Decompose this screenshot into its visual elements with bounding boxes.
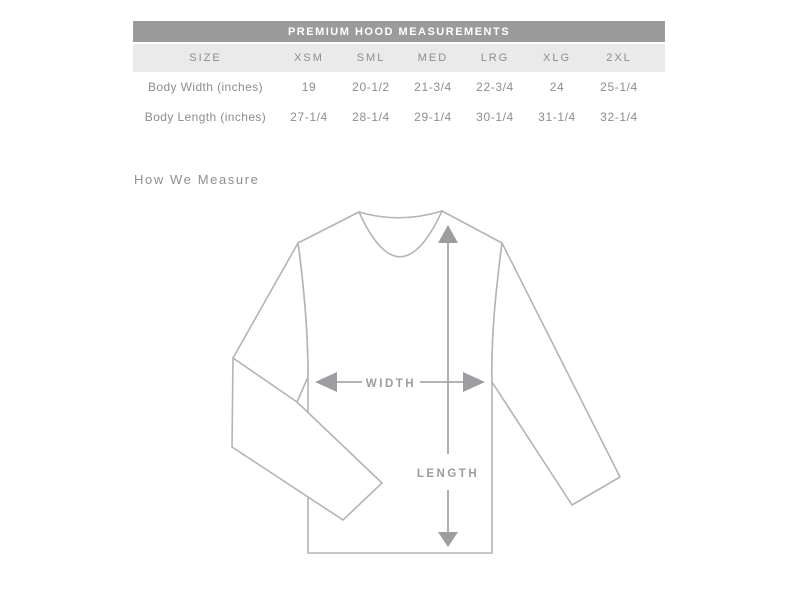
row-label-body-width: Body Width (inches) (148, 80, 263, 94)
garment-sleeve-fold-seam (232, 357, 298, 403)
cell-body-width-med: 21-3/4 (414, 80, 452, 94)
how-we-measure-heading: How We Measure (134, 172, 260, 187)
cell-body-length-2xl: 32-1/4 (600, 110, 638, 124)
cell-body-length-xlg: 31-1/4 (538, 110, 576, 124)
garment-right-sleeve (491, 242, 621, 506)
length-arrowhead-top (438, 225, 458, 243)
table-title: PREMIUM HOOD MEASUREMENTS (133, 21, 665, 42)
garment-left-sleeve (231, 242, 383, 521)
column-header-xsm: XSM (294, 52, 324, 64)
cell-body-length-xsm: 27-1/4 (290, 110, 328, 124)
size-table: PREMIUM HOOD MEASUREMENTS SIZE XSM SML M… (133, 21, 665, 132)
column-header-size: SIZE (189, 52, 222, 64)
table-row-body-width: Body Width (inches) 19 20-1/2 21-3/4 22-… (133, 72, 665, 102)
cell-body-width-xsm: 19 (301, 80, 317, 94)
table-row-body-length: Body Length (inches) 27-1/4 28-1/4 29-1/… (133, 102, 665, 132)
column-header-2xl: 2XL (606, 52, 632, 64)
column-header-xlg: XLG (542, 52, 571, 64)
width-arrowhead-left (315, 372, 337, 392)
length-arrow: LENGTH (417, 225, 479, 547)
column-header-lrg: LRG (480, 52, 510, 64)
garment-outline (231, 210, 621, 554)
width-label: WIDTH (366, 378, 416, 390)
cell-body-length-lrg: 30-1/4 (476, 110, 514, 124)
cell-body-width-2xl: 25-1/4 (600, 80, 638, 94)
cell-body-width-xlg: 24 (549, 80, 565, 94)
row-label-body-length: Body Length (inches) (144, 110, 267, 124)
column-header-sml: SML (356, 52, 386, 64)
length-label: LENGTH (417, 468, 479, 480)
table-header-row: SIZE XSM SML MED LRG XLG 2XL (133, 44, 665, 72)
width-arrow: WIDTH (315, 372, 485, 392)
cell-body-length-med: 29-1/4 (414, 110, 452, 124)
garment-neckline (358, 210, 443, 258)
cell-body-width-lrg: 22-3/4 (476, 80, 514, 94)
cell-body-width-sml: 20-1/2 (352, 80, 390, 94)
cell-body-length-sml: 28-1/4 (352, 110, 390, 124)
length-arrowhead-bottom (438, 532, 458, 547)
width-arrowhead-right (463, 372, 485, 392)
column-header-med: MED (417, 52, 449, 64)
